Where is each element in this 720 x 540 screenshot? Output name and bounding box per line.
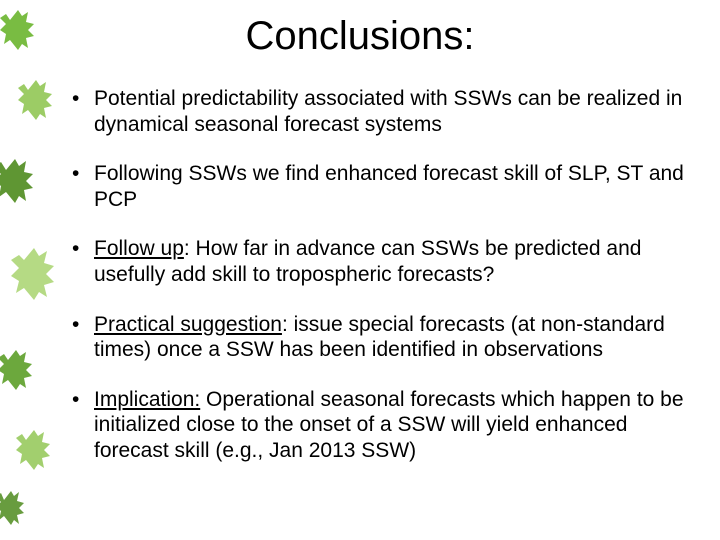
leaf-decoration <box>0 0 60 540</box>
slide: Conclusions: Potential predictability as… <box>0 0 720 540</box>
bullet-lead: Implication: <box>94 388 200 411</box>
slide-title: Conclusions: <box>0 14 720 59</box>
bullet-text: Potential predictability associated with… <box>94 87 682 136</box>
bullet-item: Following SSWs we find enhanced forecast… <box>68 161 692 212</box>
bullet-item: Follow up: How far in advance can SSWs b… <box>68 236 692 287</box>
bullet-text: Following SSWs we find enhanced forecast… <box>94 162 684 211</box>
bullet-item: Potential predictability associated with… <box>68 86 692 137</box>
bullet-item: Practical suggestion: issue special fore… <box>68 312 692 363</box>
bullet-lead: Follow up <box>94 237 184 260</box>
bullet-list: Potential predictability associated with… <box>68 86 692 488</box>
bullet-lead: Practical suggestion <box>94 313 282 336</box>
bullet-item: Implication: Operational seasonal foreca… <box>68 387 692 464</box>
